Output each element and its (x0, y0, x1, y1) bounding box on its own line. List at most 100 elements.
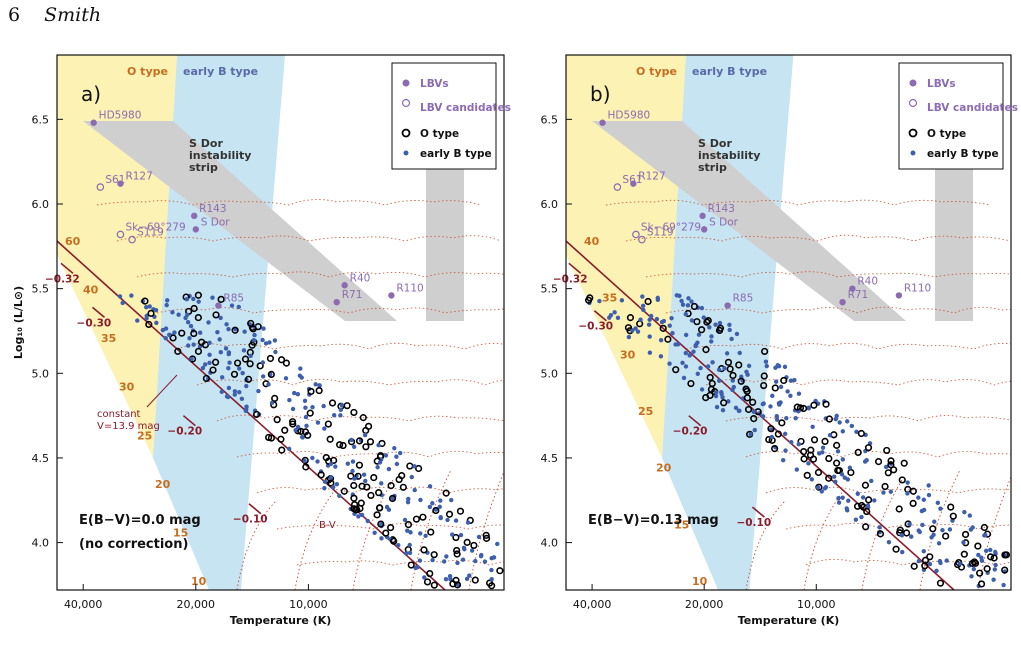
legend-entry: O type (420, 128, 459, 140)
o-type-star (382, 529, 390, 537)
lbv-star-label: R143 (708, 203, 735, 215)
early-b-star (734, 331, 740, 337)
o-type-star (833, 441, 841, 449)
early-b-star (921, 549, 926, 554)
o-type-star (194, 291, 202, 299)
early-b-star (778, 384, 784, 390)
early-b-star (461, 545, 467, 550)
o-type-star (760, 381, 768, 390)
early-b-star (916, 495, 921, 500)
early-b-star (724, 351, 730, 356)
early-b-star (379, 536, 384, 541)
early-b-star (407, 542, 412, 548)
early-b-star (748, 432, 753, 437)
o-type-star (145, 320, 153, 329)
early-b-star (720, 407, 726, 413)
early-b-star (243, 408, 249, 414)
early-b-star (467, 573, 472, 578)
lbv-candidate-marker (116, 230, 125, 239)
mass-label: 15 (674, 518, 689, 531)
lbv-star-label: S119 (647, 227, 674, 239)
early-b-star (206, 320, 211, 325)
early-b-star (297, 373, 303, 378)
sdor-instability-strip (83, 121, 397, 321)
early-b-star (476, 534, 482, 540)
early-b-star (722, 366, 727, 371)
early-b-star (881, 490, 886, 495)
early-b-star (196, 299, 201, 304)
running-head: Smith (44, 4, 102, 26)
o-type-star (863, 507, 871, 516)
early-b-star (252, 332, 257, 338)
o-type-star (881, 482, 889, 491)
bv-tick (60, 262, 74, 274)
y-tick-label: 5.0 (32, 367, 50, 380)
early-b-star (163, 326, 169, 331)
early-b-star (727, 327, 732, 333)
o-type-star (304, 431, 312, 439)
early-b-star (687, 353, 692, 358)
o-type-star (277, 435, 285, 443)
early-b-star (733, 405, 739, 411)
early-b-star (612, 310, 617, 315)
legend-b-marker (910, 150, 916, 156)
bv-tick-label: −0.20 (673, 426, 708, 438)
lbv-star-label: R143 (199, 203, 226, 215)
early-b-star (304, 423, 309, 429)
early-b-star (302, 458, 307, 464)
o-type-star (362, 426, 370, 435)
lbv-candidate-marker (96, 183, 105, 191)
legend-lbv-marker (402, 79, 410, 87)
y-tick-label: 4.5 (32, 452, 50, 465)
early-b-star (129, 293, 134, 298)
lbv-marker (192, 226, 200, 233)
o-type-star (326, 435, 334, 443)
early-b-star (698, 365, 703, 371)
bv-tick (751, 506, 765, 518)
early-b-star (261, 326, 266, 331)
o-type-star (277, 356, 286, 364)
early-b-star (239, 396, 245, 401)
early-b-star (836, 495, 841, 501)
early-b-star (983, 548, 989, 554)
early-b-star (165, 298, 170, 303)
o-type-star (355, 461, 364, 469)
y-tick-label: 5.5 (32, 283, 50, 296)
early-b-star (290, 406, 296, 412)
o-type-star (282, 359, 291, 367)
early-b-star (730, 378, 735, 383)
o-type-region-label: O type (127, 65, 168, 78)
early-b-star (418, 497, 423, 503)
evolutionary-track (410, 469, 452, 590)
lbv-star-label: R127 (125, 171, 152, 183)
early-b-star (701, 315, 706, 320)
early-b-star (888, 489, 894, 494)
sdor-strip-label: strip (189, 161, 218, 174)
o-type-star (432, 506, 440, 515)
evolutionary-track (156, 307, 504, 314)
o-type-star (857, 429, 865, 438)
legend-b-marker (403, 150, 409, 156)
o-type-star (854, 448, 862, 457)
o-type-star (800, 455, 808, 463)
o-type-star (810, 436, 819, 444)
early-b-star (833, 479, 838, 484)
early-b-star (349, 437, 354, 443)
o-type-star (644, 297, 652, 306)
o-type-star (800, 447, 808, 456)
early-b-star (940, 527, 945, 533)
early-b-star (269, 400, 275, 406)
early-b-star (363, 478, 368, 484)
early-b-star (635, 329, 641, 334)
early-b-star (167, 332, 172, 337)
early-b-star (968, 527, 974, 532)
page-number: 6 (8, 4, 21, 26)
early-b-star (699, 305, 705, 311)
early-b-star (163, 336, 168, 341)
early-b-star (298, 366, 303, 371)
early-b-star (854, 429, 859, 434)
early-b-star (905, 491, 910, 496)
early-b-star (709, 334, 714, 339)
early-b-star (331, 485, 336, 490)
